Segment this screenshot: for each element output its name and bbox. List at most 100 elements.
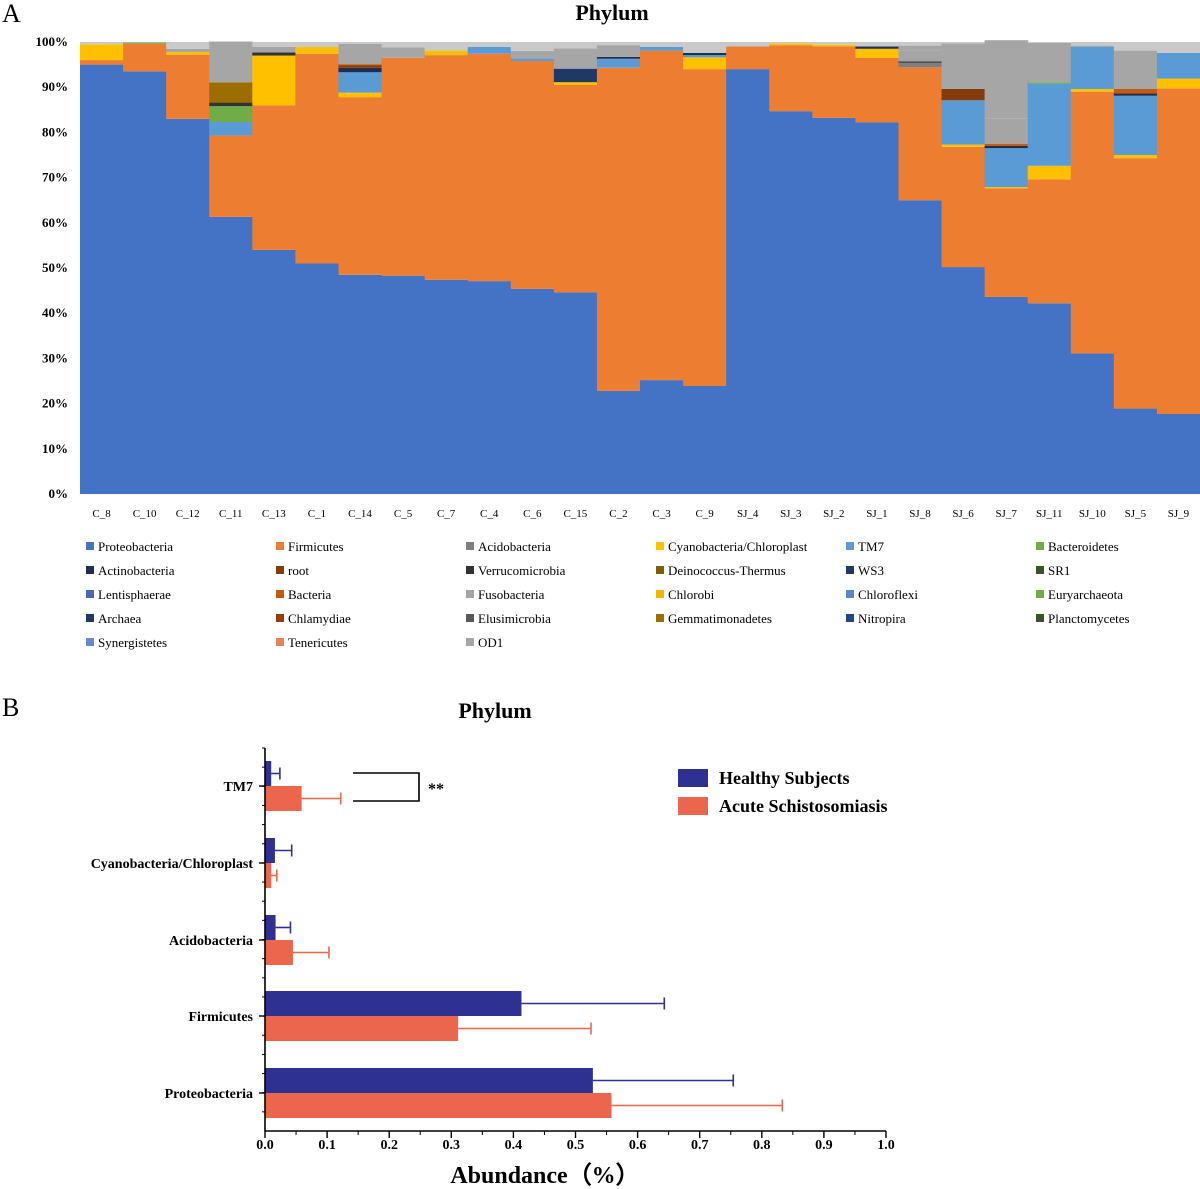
bar-segment-other-sj-1: [855, 42, 900, 47]
legend-label: Chlamydiae: [288, 611, 351, 626]
bar-segment-tm7-sj-5: [1113, 95, 1158, 155]
bar-segment-firmicutes-sj-5: [1113, 158, 1158, 409]
bar-segment-od1-sj-7: [984, 40, 1029, 119]
legend-label: Lentisphaerae: [98, 587, 171, 602]
bar-segment-other-c-12: [166, 42, 210, 49]
bar-segment-firmicutes-c-10: [123, 43, 167, 72]
legend-swatch-bacteria: [276, 590, 284, 598]
bar-segment-bacteroidetes-c-10: [123, 42, 167, 44]
bar-segment-other-c-9: [683, 42, 727, 53]
y-tick-label: 100%: [36, 34, 69, 49]
chart-b-axes: TM7 Cyanobacteria/Chloroplast Acidobacteri…: [91, 747, 895, 1153]
x-tick-label: C_1: [308, 508, 326, 520]
chart-a-title: Phylum: [575, 0, 648, 25]
x-tick-label: SJ_11: [1036, 508, 1063, 520]
bar-segment-gemmatimonadetes-c-11: [209, 82, 253, 103]
bar-segment-od1-c-2: [596, 45, 641, 57]
bar-segment-firmicutes-sj-8: [898, 67, 943, 201]
x-tick-label: C_2: [609, 508, 627, 520]
x-tick-label: 0.0: [256, 1138, 274, 1153]
legend-swatch-chlorobi: [656, 590, 664, 598]
x-tick-label: 0.6: [629, 1138, 647, 1153]
legend-label: Bacteria: [288, 587, 332, 602]
y-tick-label: 70%: [42, 170, 68, 185]
bar-segment-tm7-sj-9: [1156, 52, 1200, 79]
legend-label: Gemmatimonadetes: [668, 611, 772, 626]
bar-segment-other-c-15: [553, 42, 598, 49]
bar-segment-proteobacteria-c-1: [295, 263, 340, 494]
chart-a-plot: [80, 40, 1200, 495]
bar-segment-proteobacteria-sj-7: [984, 296, 1029, 494]
legend-swatch-tm7: [846, 542, 854, 550]
bar-acute-schistosomiasis-acidobacteria: [265, 940, 293, 965]
legend-swatch-archaea: [86, 614, 94, 622]
y-tick-label: 80%: [42, 124, 68, 139]
chart-a-y-axis: 0% 10% 20% 30% 40% 50% 60% 70% 80% 90% 100%: [36, 34, 69, 501]
legend-swatch-sr1: [1036, 566, 1044, 574]
bar-segment-tm7-c-2: [596, 58, 641, 68]
bar-segment-other-c-8: [80, 42, 124, 45]
x-tick-label: C_8: [92, 508, 111, 520]
y-tick-label: Cyanobacteria/Chloroplast: [91, 857, 254, 872]
y-tick-label: Proteobacteria: [165, 1087, 253, 1102]
bar-segment-other-sj-2: [812, 42, 856, 45]
bar-segment-firmicutes-c-6: [510, 60, 555, 289]
legend-swatch-acute-schistosomiasis: [678, 797, 708, 815]
bar-segment-proteobacteria-c-11: [209, 216, 253, 494]
bar-segment-proteobacteria-sj-9: [1156, 413, 1200, 494]
bar-segment-actinobacteria-sj-1: [855, 46, 900, 49]
bar-acute-schistosomiasis-cyanobacteria-chloroplast: [265, 863, 272, 888]
bar-segment-firmicutes-c-3: [640, 50, 684, 381]
bar-healthy-subjects-acidobacteria: [265, 915, 276, 940]
bar-segment-tm7-sj-11: [1027, 83, 1072, 166]
bar-segment-bacteria-c-14: [338, 64, 383, 66]
bar-segment-fusobacteria-sj-10: [1070, 45, 1115, 47]
y-tick-label: 10%: [42, 441, 68, 456]
legend-label: WS3: [858, 563, 884, 578]
bar-segment-ws3-c-15: [553, 68, 598, 83]
legend-swatch-proteobacteria: [86, 542, 94, 550]
legend-swatch-elusimicrobia: [466, 614, 474, 622]
x-tick-label: C_13: [262, 508, 286, 520]
bar-segment-actinobacteria-c-2: [596, 56, 641, 59]
y-tick-label: Acidobacteria: [169, 934, 253, 949]
x-tick-label: SJ_2: [823, 508, 844, 520]
bar-segment-root-c-14: [338, 65, 383, 68]
legend-swatch-cyanobacteria-chloroplast: [656, 542, 664, 550]
legend-swatch-synergistetes: [86, 638, 94, 646]
chart-b-plot: **: [265, 761, 784, 1118]
bar-segment-other-c-1: [295, 42, 340, 47]
legend-label: Chloroflexi: [858, 587, 918, 602]
bar-segment-fusobacteria-c-12: [166, 48, 210, 52]
bar-segment-fusobacteria-sj-7: [984, 118, 1029, 144]
y-tick-label: 50%: [42, 260, 68, 275]
bar-segment-firmicutes-sj-9: [1156, 88, 1200, 414]
bar-segment-bacteroidetes-c-11: [209, 106, 253, 123]
legend-label: Synergistetes: [98, 635, 167, 650]
legend-swatch-chloroflexi: [846, 590, 854, 598]
x-tick-label: C_6: [523, 508, 542, 520]
x-tick-label: SJ_4: [737, 508, 759, 520]
bar-segment-firmicutes-c-9: [683, 69, 727, 386]
x-tick-label: 0.3: [443, 1138, 461, 1153]
legend-swatch-bacteroidetes: [1036, 542, 1044, 550]
bar-segment-od1-sj-5: [1113, 50, 1158, 90]
legend-swatch-tenericutes: [276, 638, 284, 646]
chart-a-legend: Proteobacteria Firmicutes Acidobacteria Cya…: [86, 539, 1130, 650]
legend-label: Acidobacteria: [478, 539, 551, 554]
bar-segment-other-c-7: [424, 42, 469, 51]
x-tick-label: 0.4: [505, 1138, 523, 1153]
x-tick-label: C_9: [695, 508, 714, 520]
bar-segment-firmicutes-c-11: [209, 135, 253, 217]
bar-healthy-subjects-cyanobacteria-chloroplast: [265, 838, 275, 863]
bar-segment-proteobacteria-sj-8: [898, 200, 943, 494]
bar-segment-firmicutes-c-8: [80, 60, 124, 65]
bar-segment-tm7-c-14: [338, 72, 383, 93]
x-tick-label: 0.1: [318, 1138, 336, 1153]
bar-segment-firmicutes-c-7: [424, 55, 469, 280]
bar-segment-proteobacteria-sj-11: [1027, 303, 1072, 494]
bar-segment-actinobacteria-c-14: [338, 67, 383, 73]
bar-segment-other-sj-5: [1113, 42, 1158, 51]
bar-segment-proteobacteria-sj-3: [769, 111, 813, 494]
